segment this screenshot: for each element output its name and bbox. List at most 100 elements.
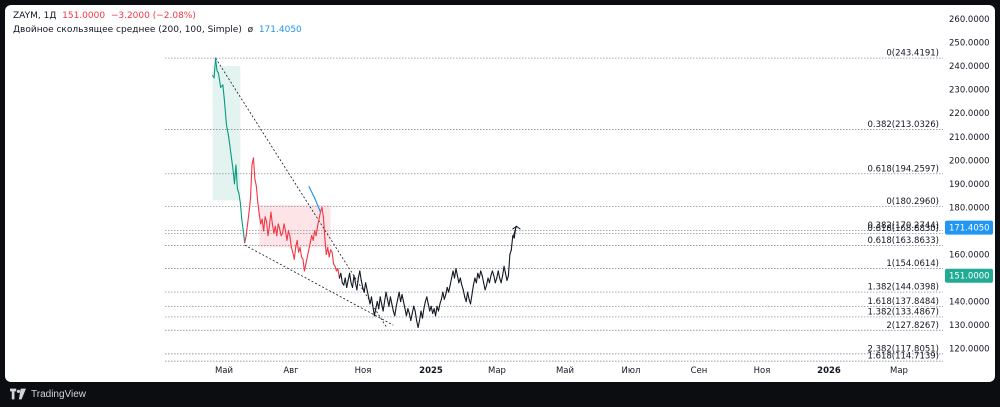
price-segment — [493, 275, 496, 284]
price-segment — [351, 275, 355, 289]
price-segment — [370, 296, 374, 307]
fib-level-label: 1(154.0614) — [886, 259, 939, 269]
price-segment — [385, 291, 389, 300]
price-segment — [443, 293, 447, 300]
price-segment — [286, 230, 289, 241]
price-segment — [254, 178, 257, 187]
symbol-legend[interactable]: ZAYM, 1Д 151.0000 −3.2000 (−2.08%) — [13, 11, 196, 21]
last-price-badge[interactable] — [945, 268, 993, 283]
price-change: −3.2000 (−2.08%) — [110, 11, 196, 21]
price-segment — [217, 72, 222, 88]
y-tick-label: 260.0000 — [949, 15, 990, 25]
price-segment — [315, 225, 319, 237]
fib-level-label: 0(243.4191) — [886, 49, 939, 59]
price-segment — [471, 284, 474, 296]
price-segment — [483, 282, 486, 291]
price-segment — [459, 277, 463, 286]
price-segment — [449, 277, 453, 286]
chart-canvas[interactable]: 0(243.4191) 0.382(213.0326) 0.618(194.2597… — [5, 5, 995, 382]
fib-level-label: 2.382(117.8051) — [867, 344, 939, 354]
price-segment — [456, 275, 460, 284]
price-segment — [475, 272, 479, 284]
price-segment — [469, 293, 473, 305]
price-segment — [421, 308, 425, 319]
price-segment — [334, 265, 338, 272]
trendline[interactable] — [215, 57, 388, 328]
price-segment — [327, 246, 330, 258]
price-segment — [462, 289, 466, 298]
price-segment — [267, 225, 271, 237]
price-segment — [455, 268, 458, 277]
price-segment — [303, 263, 307, 272]
price-segment — [349, 272, 352, 284]
price-segment — [506, 275, 509, 281]
price-segment — [270, 211, 273, 225]
price-segment — [502, 265, 505, 277]
trendline[interactable] — [244, 244, 394, 326]
fib-level-label: 1.382(133.4867) — [867, 307, 939, 317]
ma-price-badge[interactable] — [945, 220, 993, 235]
x-tick-label: Май — [556, 366, 574, 376]
y-tick-label: 130.0000 — [949, 321, 990, 331]
price-segment — [236, 188, 240, 194]
x-tick-label: Авг — [283, 366, 299, 376]
price-segment — [293, 246, 297, 260]
symbol-name[interactable]: ZAYM — [13, 11, 38, 21]
price-segment — [344, 277, 348, 289]
price-segment — [435, 305, 438, 317]
price-segment — [309, 235, 313, 244]
axes: 260.0000 250.0000 240.0000 230.0000 220.0000… — [215, 15, 993, 376]
price-segment — [481, 275, 485, 284]
price-segment — [395, 298, 399, 307]
fib-level-label: 2(127.8267) — [886, 321, 939, 331]
price-segment — [337, 268, 340, 279]
price-segment — [453, 268, 457, 279]
price-segment — [401, 293, 405, 303]
price-segment — [282, 223, 285, 234]
x-tick-label: 2025 — [419, 366, 443, 376]
price-segment — [430, 305, 434, 314]
y-tick-label: 250.0000 — [949, 39, 990, 49]
fib-level-label: 0.618(163.8633) — [867, 236, 939, 246]
price-segment — [223, 98, 228, 126]
indicator-legend[interactable]: Двойное скользящее среднее (200, 100, Si… — [13, 25, 302, 35]
indicator-name[interactable]: Двойное скользящее среднее (200, 100, Si… — [13, 25, 242, 35]
price-segment — [305, 256, 308, 265]
price-segment — [510, 235, 514, 251]
chart-panel[interactable]: 0(243.4191) 0.382(213.0326) 0.618(194.2597… — [5, 5, 995, 382]
price-segment — [324, 237, 327, 256]
price-segment — [283, 223, 287, 232]
price-segment — [414, 310, 418, 321]
y-tick-label: 180.0000 — [949, 203, 990, 213]
price-segment — [276, 223, 279, 237]
price-segment — [302, 258, 305, 272]
price-segment — [340, 272, 343, 284]
price-segment — [222, 84, 225, 100]
x-tick-label: Июл — [622, 366, 641, 376]
footer-brand[interactable]: TradingView — [10, 386, 86, 402]
price-segment — [213, 57, 217, 79]
price-segment — [247, 211, 250, 225]
price-segment — [289, 235, 292, 248]
price-segment — [423, 301, 426, 310]
price-segment — [437, 303, 441, 312]
interval-label[interactable]: 1Д — [43, 11, 57, 21]
x-tick-label: Сен — [691, 366, 708, 376]
price-segment — [484, 284, 488, 291]
price-segment — [494, 277, 498, 284]
price-segment — [478, 270, 482, 279]
x-tick-label: Мар — [890, 366, 908, 376]
price-segment — [389, 296, 393, 305]
arrow-head — [512, 225, 521, 230]
price-segment — [507, 253, 511, 277]
price-segment — [296, 239, 300, 253]
price-segment — [257, 202, 260, 216]
price-segment — [439, 298, 442, 305]
price-segment — [353, 275, 356, 284]
eye-slash-icon[interactable]: ø — [247, 25, 254, 35]
y-tick-label: 230.0000 — [949, 86, 990, 96]
indicator-value: 171.4050 — [258, 25, 302, 35]
shaded-region — [212, 66, 241, 201]
arrow-shaft — [513, 226, 517, 236]
price-badge-label: 171.4050 — [949, 224, 990, 234]
